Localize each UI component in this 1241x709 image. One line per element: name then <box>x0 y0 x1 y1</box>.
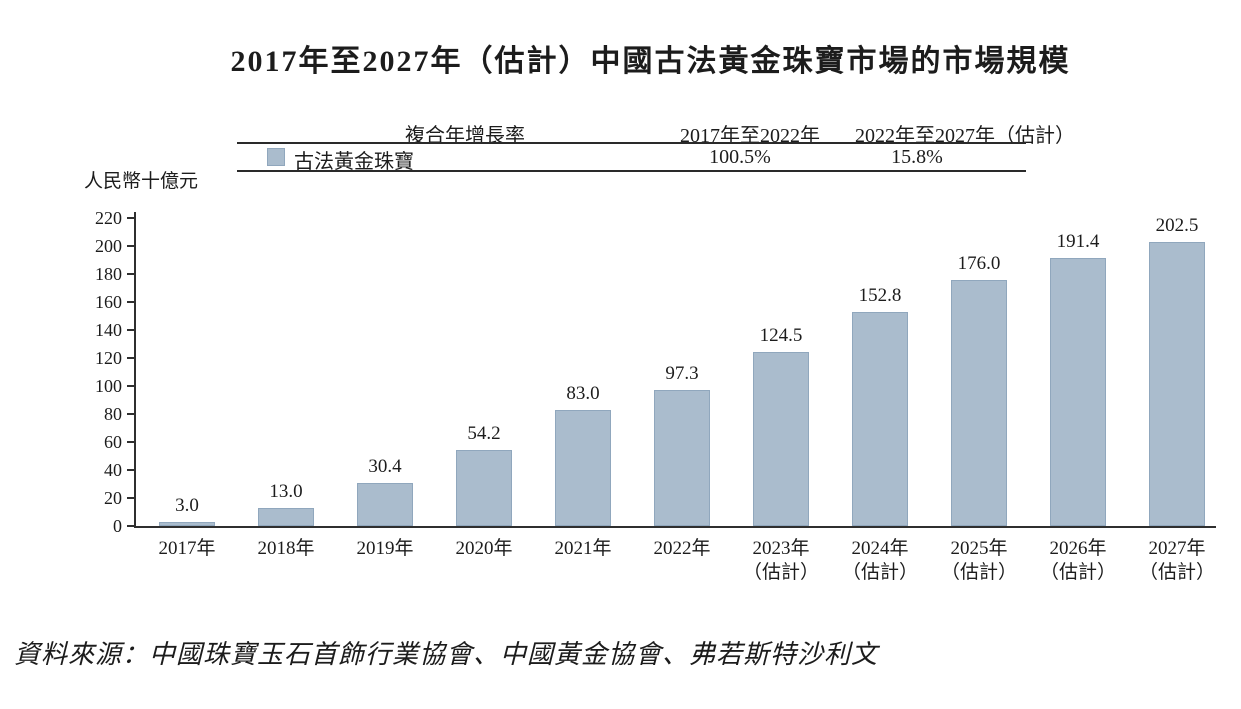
x-tick-label: 2024年 <box>851 538 909 559</box>
bar-value-label: 83.0 <box>566 383 600 404</box>
x-tick-label: 2021年 <box>554 538 612 559</box>
bar-value-label: 191.4 <box>1056 231 1100 252</box>
bar-value-label: 202.5 <box>1155 215 1199 236</box>
y-tick-mark <box>127 245 135 247</box>
bar-value-label: 3.0 <box>175 495 199 516</box>
x-tick-label: 2022年 <box>653 538 711 559</box>
bar <box>159 522 215 526</box>
bar <box>654 390 710 526</box>
y-tick-label: 100 <box>95 376 122 396</box>
bar-value-label: 13.0 <box>269 481 303 502</box>
y-tick-label: 180 <box>95 264 122 284</box>
x-tick-sublabel: （估計） <box>940 562 1017 583</box>
x-axis-line <box>134 526 1216 528</box>
cagr-table-header-period1: 2017年至2022年 <box>680 125 820 147</box>
bar <box>1050 258 1106 526</box>
y-tick-label: 80 <box>104 404 122 424</box>
x-tick-label: 2019年 <box>356 538 414 559</box>
x-tick-label: 2025年 <box>950 538 1008 559</box>
cagr-value-2022-2027: 15.8% <box>891 146 943 168</box>
y-tick-label: 0 <box>113 516 122 536</box>
y-tick-label: 200 <box>95 236 122 256</box>
x-tick-label: 2020年 <box>455 538 513 559</box>
y-tick-label: 20 <box>104 488 122 508</box>
bar-value-label: 176.0 <box>957 253 1001 274</box>
y-tick-mark <box>127 497 135 499</box>
y-tick-label: 220 <box>95 208 122 228</box>
bar-value-label: 124.5 <box>759 325 803 346</box>
x-tick-label: 2017年 <box>158 538 216 559</box>
bar-value-label: 97.3 <box>665 363 699 384</box>
y-tick-mark <box>127 329 135 331</box>
bar <box>852 312 908 526</box>
bar <box>357 483 413 526</box>
y-tick-mark <box>127 413 135 415</box>
x-tick-sublabel: （估計） <box>742 562 819 583</box>
bar <box>1149 242 1205 526</box>
page-title: 2017年至2027年（估計）中國古法黃金珠寶市場的市場規模 <box>230 45 1071 78</box>
x-tick-label: 2026年 <box>1049 538 1107 559</box>
y-tick-label: 40 <box>104 460 122 480</box>
table-rule-top <box>237 142 1026 144</box>
bar <box>753 352 809 526</box>
table-rule-bottom <box>237 170 1026 172</box>
bar <box>951 280 1007 526</box>
x-tick-sublabel: （估計） <box>1138 562 1215 583</box>
y-tick-label: 160 <box>95 292 122 312</box>
x-tick-label: 2018年 <box>257 538 315 559</box>
source-note: 資料來源：中國珠寶玉石首飾行業協會、中國黃金協會、弗若斯特沙利文 <box>14 640 879 669</box>
y-tick-mark <box>127 357 135 359</box>
bar <box>456 450 512 526</box>
x-tick-label: 2027年 <box>1148 538 1206 559</box>
y-tick-label: 120 <box>95 348 122 368</box>
bar <box>555 410 611 526</box>
y-tick-mark <box>127 217 135 219</box>
bar-value-label: 30.4 <box>368 456 402 477</box>
y-tick-mark <box>127 525 135 527</box>
y-tick-mark <box>127 301 135 303</box>
bar <box>258 508 314 526</box>
cagr-value-2017-2022: 100.5% <box>709 146 771 168</box>
x-tick-label: 2023年 <box>752 538 810 559</box>
y-axis-line <box>134 212 136 528</box>
legend-label: 古法黃金珠寶 <box>294 151 414 173</box>
y-tick-label: 60 <box>104 432 122 452</box>
cagr-table-header-period2: 2022年至2027年（估計） <box>855 125 1075 147</box>
y-tick-mark <box>127 441 135 443</box>
y-tick-mark <box>127 273 135 275</box>
y-tick-label: 140 <box>95 320 122 340</box>
y-tick-mark <box>127 469 135 471</box>
bar-value-label: 54.2 <box>467 423 501 444</box>
y-axis-unit-label: 人民幣十億元 <box>84 171 199 192</box>
bar-value-label: 152.8 <box>858 285 902 306</box>
x-tick-sublabel: （估計） <box>841 562 918 583</box>
y-tick-mark <box>127 385 135 387</box>
x-tick-sublabel: （估計） <box>1039 562 1116 583</box>
legend-swatch <box>267 148 285 166</box>
cagr-table-header-metric: 複合年增長率 <box>405 125 525 147</box>
